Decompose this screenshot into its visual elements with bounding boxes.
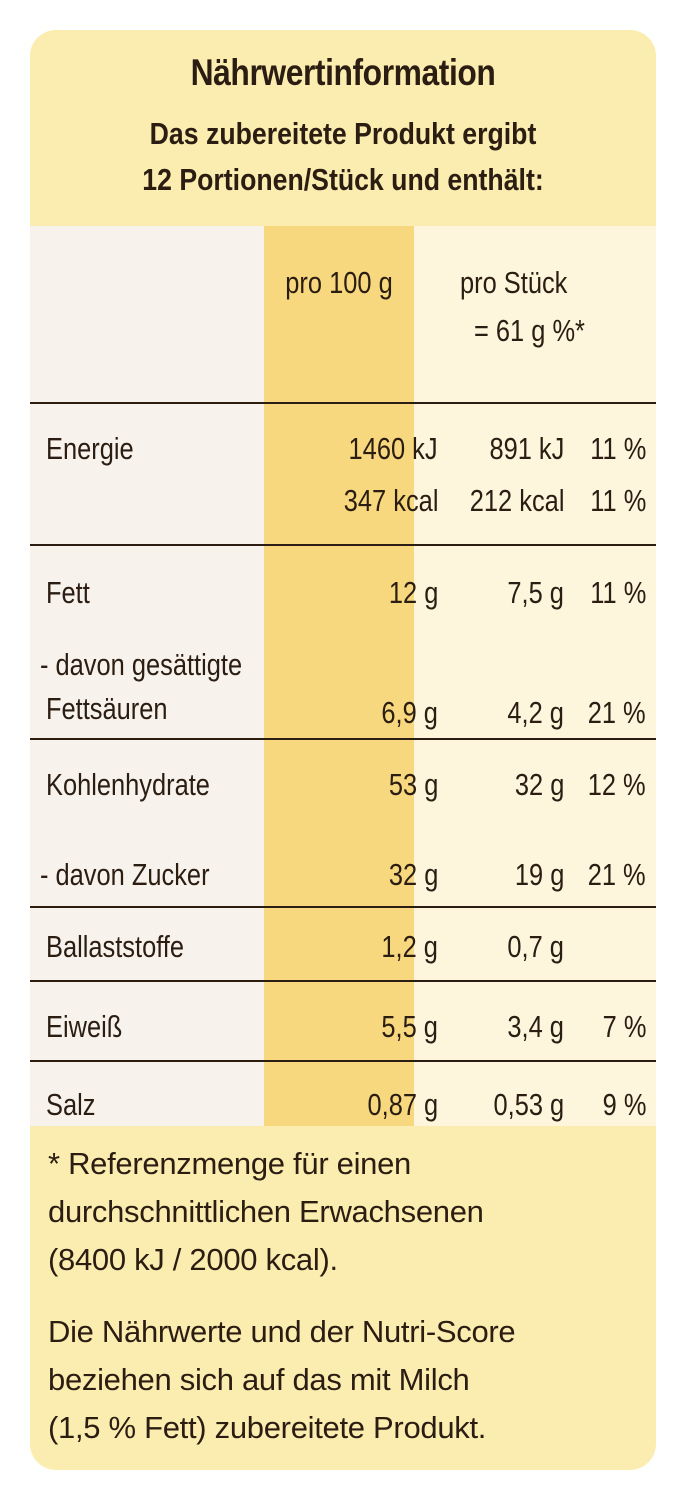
footnote-reference-line3: (8400 kJ / 2000 kcal). xyxy=(48,1242,338,1277)
kohlenhydrate-per-piece: 32 g xyxy=(514,767,564,802)
column-header-per-piece-weight: = 61 g %* xyxy=(474,313,585,348)
eiweiss-percent: 7 % xyxy=(602,1009,646,1044)
row-label-kohlenhydrate: Kohlenhydrate xyxy=(46,767,210,802)
row-label-fettsaeuren-line1: - davon gesättigte xyxy=(40,647,243,682)
table-divider xyxy=(30,738,656,740)
nutrition-header: Nährwertinformation Das zubereitete Prod… xyxy=(30,30,656,226)
column-header-per100: pro 100 g xyxy=(285,265,393,300)
zucker-per100: 32 g xyxy=(388,857,438,892)
fettsaeuren-per100: 6,9 g xyxy=(381,695,438,730)
energie-kj-percent: 11 % xyxy=(589,431,646,466)
footnote-reference-line1: * Referenzmenge für einen xyxy=(48,1146,412,1181)
energie-kcal-percent: 11 % xyxy=(589,483,646,518)
fettsaeuren-per-piece: 4,2 g xyxy=(507,695,564,730)
zucker-per-piece: 19 g xyxy=(514,857,564,892)
row-label-energie: Energie xyxy=(46,431,134,466)
energie-kcal-per100: 347 kcal xyxy=(343,483,438,518)
subtitle-line-2: 12 Portionen/Stück und enthält: xyxy=(142,162,544,197)
eiweiss-per100: 5,5 g xyxy=(381,1009,438,1044)
subtitle-line-1: Das zubereitete Produkt ergibt xyxy=(149,116,537,151)
row-label-salz: Salz xyxy=(46,1087,96,1122)
footnote-nutri-line3: (1,5 % Fett) zubereitete Produkt. xyxy=(48,1410,487,1445)
table-divider xyxy=(30,544,656,546)
footnote-reference-line2: durchschnittlichen Erwachsenen xyxy=(48,1194,484,1229)
kohlenhydrate-percent: 12 % xyxy=(588,767,646,802)
row-label-zucker: - davon Zucker xyxy=(40,857,210,892)
energie-kj-per-piece: 891 kJ xyxy=(489,431,564,466)
nutrition-card: Nährwertinformation Das zubereitete Prod… xyxy=(30,30,656,1470)
row-label-fett: Fett xyxy=(46,575,90,610)
energie-kj-per100: 1460 kJ xyxy=(348,431,438,466)
kohlenhydrate-per100: 53 g xyxy=(388,767,438,802)
fett-percent: 11 % xyxy=(589,575,646,610)
ballaststoffe-per100: 1,2 g xyxy=(381,929,438,964)
table-divider xyxy=(30,906,656,908)
fettsaeuren-percent: 21 % xyxy=(588,695,646,730)
table-divider xyxy=(30,402,656,404)
label-column-background xyxy=(30,226,264,1126)
footnote-nutri-line1: Die Nährwerte und der Nutri-Score xyxy=(48,1314,516,1349)
row-label-eiweiss: Eiweiß xyxy=(46,1009,123,1044)
eiweiss-per-piece: 3,4 g xyxy=(507,1009,564,1044)
table-divider xyxy=(30,980,656,982)
salz-per100: 0,87 g xyxy=(367,1087,438,1122)
zucker-percent: 21 % xyxy=(588,857,646,892)
row-label-fettsaeuren-line2: Fettsäuren xyxy=(46,691,168,726)
energie-kcal-per-piece: 212 kcal xyxy=(469,483,564,518)
footnote-nutri-line2: beziehen sich auf das mit Milch xyxy=(48,1362,470,1397)
fett-per-piece: 7,5 g xyxy=(507,575,564,610)
salz-percent: 9 % xyxy=(602,1087,646,1122)
table-divider xyxy=(30,1060,656,1062)
salz-per-piece: 0,53 g xyxy=(493,1087,564,1122)
per100-column-highlight xyxy=(264,226,414,1126)
ballaststoffe-per-piece: 0,7 g xyxy=(507,929,564,964)
row-label-ballaststoffe: Ballaststoffe xyxy=(46,929,185,964)
fett-per100: 12 g xyxy=(388,575,438,610)
nutrition-table: pro 100 g pro Stück = 61 g %* Energie 14… xyxy=(30,226,656,1126)
nutrition-title: Nährwertinformation xyxy=(190,52,496,93)
footnote-reference: * Referenzmenge für einen durchschnittli… xyxy=(48,1140,648,1284)
footnote-nutri-score: Die Nährwerte und der Nutri-Score bezieh… xyxy=(48,1308,648,1452)
column-header-per-piece: pro Stück xyxy=(460,265,568,300)
